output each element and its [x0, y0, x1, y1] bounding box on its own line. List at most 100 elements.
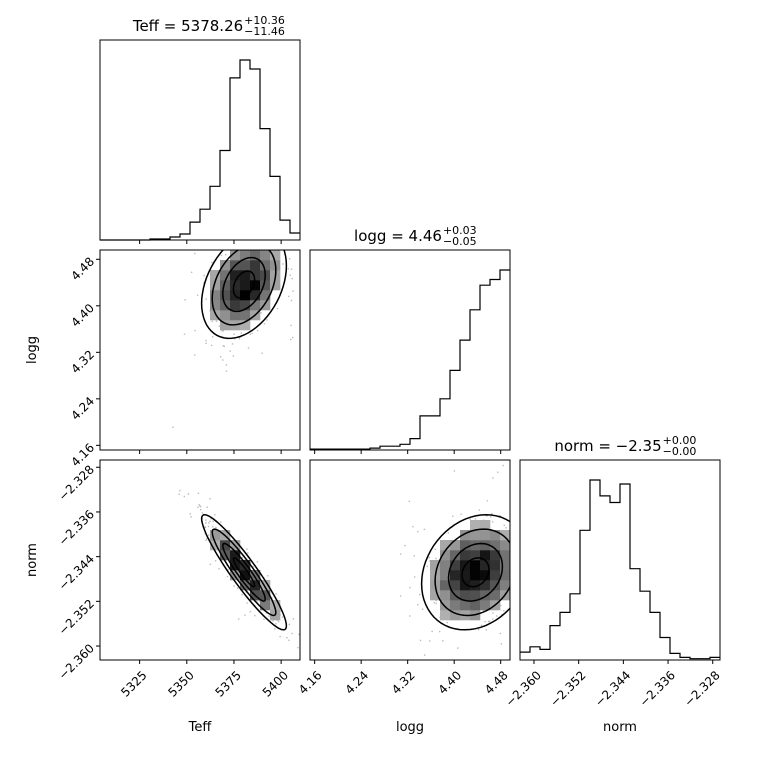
- title-lower-error: −0.05: [443, 235, 477, 248]
- sample-point: [512, 588, 513, 589]
- density-layer: [172, 214, 547, 660]
- density-cell: [470, 550, 481, 561]
- sample-point: [208, 522, 210, 524]
- sample-point: [528, 614, 529, 615]
- x-axis-label-Teff: Teff: [188, 720, 213, 735]
- sample-point: [435, 602, 437, 605]
- sample-point: [288, 295, 290, 298]
- sample-point: [288, 639, 290, 641]
- sample-point: [270, 225, 271, 226]
- sample-point: [521, 574, 522, 575]
- sample-point: [277, 236, 278, 237]
- panel-frame: [99, 459, 301, 661]
- panel-frame: [519, 459, 721, 661]
- sample-point: [205, 339, 207, 342]
- density-cell: [490, 570, 501, 581]
- sample-point: [478, 509, 481, 511]
- density-cell: [480, 550, 491, 561]
- x-tick-label: 5400: [260, 668, 291, 699]
- sample-point: [419, 639, 422, 642]
- density-logg-norm: [399, 464, 547, 657]
- density-cell: [500, 560, 510, 571]
- density-cell: [260, 260, 271, 271]
- sample-point: [283, 226, 284, 227]
- sample-point: [231, 343, 234, 345]
- sample-point: [502, 464, 504, 467]
- sample-point: [210, 517, 212, 520]
- sample-point: [429, 640, 431, 642]
- sample-point: [492, 612, 494, 614]
- density-cell: [210, 530, 221, 541]
- density-cell: [430, 590, 441, 601]
- sample-point: [482, 609, 485, 612]
- density-cell: [450, 600, 461, 611]
- density-cell: [260, 580, 271, 591]
- sample-point: [428, 556, 430, 559]
- sample-point: [528, 487, 529, 488]
- density-cell: [480, 540, 491, 551]
- sample-point: [528, 606, 529, 607]
- sample-point: [517, 596, 518, 597]
- x-tick-label: 5350: [165, 668, 196, 699]
- sample-point: [298, 633, 300, 636]
- density-cell: [490, 550, 501, 561]
- sample-point: [469, 518, 471, 520]
- sample-point: [457, 647, 459, 649]
- density-cell: [440, 560, 451, 571]
- density-cell: [210, 300, 221, 311]
- sample-point: [214, 514, 216, 516]
- density-cell: [230, 280, 241, 291]
- panel-frame: [99, 39, 301, 241]
- sample-point: [423, 528, 426, 531]
- sample-point: [261, 352, 263, 354]
- density-cell: [440, 540, 451, 551]
- sample-point: [249, 562, 252, 564]
- sample-point: [230, 214, 231, 215]
- sample-point: [522, 613, 523, 614]
- density-cell: [260, 300, 271, 311]
- density-cell: [500, 540, 510, 551]
- density-cell: [470, 520, 481, 531]
- sample-point: [527, 568, 528, 569]
- density-cell: [250, 570, 261, 581]
- sample-point: [209, 498, 211, 500]
- density-cell: [270, 280, 281, 291]
- sample-point: [304, 659, 305, 660]
- sample-point: [286, 637, 288, 639]
- sample-point: [528, 656, 529, 657]
- density-cell: [220, 540, 231, 551]
- density-cell: [240, 260, 251, 271]
- density-cell: [470, 570, 481, 581]
- sample-point: [514, 513, 515, 514]
- sample-point: [546, 579, 547, 580]
- y-axis-label-norm: norm: [25, 543, 40, 577]
- sample-point: [490, 516, 492, 518]
- text-layer: 5325 5350 5375 5400 4.16 4.24 4.32 4.40 4.48−2.3…: [25, 14, 723, 735]
- sample-point: [292, 336, 294, 339]
- sample-point: [500, 643, 503, 645]
- sample-point: [277, 620, 280, 623]
- sample-point: [194, 354, 196, 356]
- density-cell: [430, 560, 441, 571]
- sample-point: [229, 248, 230, 249]
- sample-point: [218, 325, 220, 327]
- sample-point: [172, 426, 174, 428]
- sample-point: [247, 347, 250, 349]
- sample-point: [233, 333, 235, 335]
- sample-point: [203, 274, 205, 277]
- density-cell: [210, 280, 221, 291]
- sample-point: [190, 271, 193, 273]
- sample-point: [241, 556, 243, 558]
- title-upper-error: +0.03: [443, 224, 477, 237]
- density-cell: [220, 290, 231, 301]
- y-axis-label-logg: logg: [25, 336, 40, 364]
- title-upper-error: +0.00: [663, 434, 697, 447]
- sample-point: [184, 299, 186, 301]
- sample-point: [453, 470, 456, 472]
- histogram-Teff: [100, 59, 300, 241]
- sample-point: [518, 547, 519, 548]
- sample-point: [485, 629, 488, 631]
- sample-point: [260, 312, 262, 314]
- x-tick-label: 4.48: [482, 668, 511, 697]
- sample-point: [424, 654, 426, 656]
